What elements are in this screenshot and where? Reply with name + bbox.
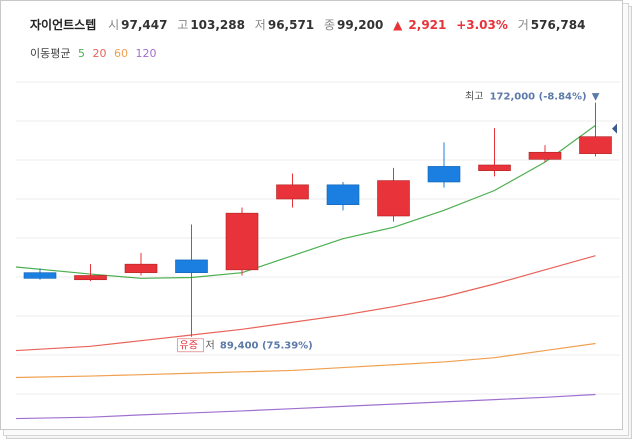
ma-legend: 이동평균 5 20 60 120 <box>30 45 160 61</box>
candle[interactable] <box>23 268 57 280</box>
min-price-annotation: 저 89,400 (75.39%) <box>206 340 313 352</box>
ma-line-5 <box>15 124 596 279</box>
change-percent: +3.03% <box>456 18 508 32</box>
stock-name[interactable]: 자이언트스텝 <box>30 18 97 32</box>
ma-legend-120[interactable]: 120 <box>135 47 157 60</box>
high-label: 고 <box>177 18 189 32</box>
min-badge: 유증 <box>180 340 198 352</box>
change-value: 2,921 <box>408 18 447 32</box>
candle[interactable] <box>276 173 309 208</box>
candles <box>23 102 612 337</box>
ma-legend-60[interactable]: 60 <box>113 47 128 60</box>
candle-body <box>427 166 461 183</box>
max-price-annotation: 최고 172,000 (-8.84%) ▼ <box>465 91 600 103</box>
candle-body <box>579 136 612 154</box>
candle-body <box>175 259 208 273</box>
candle-body <box>478 164 511 171</box>
candle-body <box>326 184 360 205</box>
min-value: 89,400 (75.39%) <box>220 341 313 352</box>
candle-body <box>225 212 259 271</box>
volume-value: 576,784 <box>530 18 586 32</box>
candle[interactable] <box>326 182 360 211</box>
current-price-marker-icon <box>612 123 617 134</box>
chart-card <box>0 0 623 430</box>
low-label: 저 <box>254 18 266 32</box>
grid-lines <box>16 81 620 395</box>
min-label: 저 <box>206 340 215 352</box>
min-badge-box <box>177 338 204 353</box>
change-up-icon: ▲ <box>393 18 403 32</box>
candle-body <box>528 151 562 160</box>
ma-legend-title: 이동평균 <box>30 47 71 60</box>
candle[interactable] <box>579 102 612 157</box>
annotations: 최고 172,000 (-8.84%) ▼ 유증 저 89,400 (75.39… <box>177 91 617 353</box>
candle[interactable] <box>175 224 208 337</box>
moving-average-lines <box>15 124 596 420</box>
candle[interactable] <box>124 252 158 276</box>
open-value: 97,447 <box>121 18 168 32</box>
candle[interactable] <box>225 207 259 276</box>
high-value: 103,288 <box>190 18 245 32</box>
candle-body <box>377 180 410 217</box>
candle[interactable] <box>528 145 562 163</box>
candle-body <box>124 263 158 273</box>
candle-body <box>74 275 107 281</box>
ma-line-20 <box>15 255 596 352</box>
price-header: 자이언트스텝 시 97,447 고 103,288 저 96,571 종 99,200 … <box>30 16 591 33</box>
ma-line-60 <box>15 342 596 379</box>
candle[interactable] <box>427 142 461 188</box>
close-label: 종 <box>323 18 336 32</box>
max-marker-icon: ▼ <box>592 92 600 103</box>
candle[interactable] <box>377 167 410 222</box>
open-label: 시 <box>108 18 120 32</box>
max-value: 172,000 (-8.84%) <box>490 92 587 103</box>
ma-legend-20[interactable]: 20 <box>92 47 107 60</box>
ma-line-120 <box>15 393 596 420</box>
ma-legend-5[interactable]: 5 <box>77 47 85 60</box>
candle[interactable] <box>478 128 511 177</box>
low-value: 96,571 <box>267 18 315 32</box>
candle[interactable] <box>74 264 107 282</box>
candle-body <box>276 184 309 200</box>
candle-body <box>23 272 57 279</box>
close-value: 99,200 <box>337 18 384 32</box>
volume-label: 거 <box>517 18 529 32</box>
max-label: 최고 <box>465 91 483 103</box>
